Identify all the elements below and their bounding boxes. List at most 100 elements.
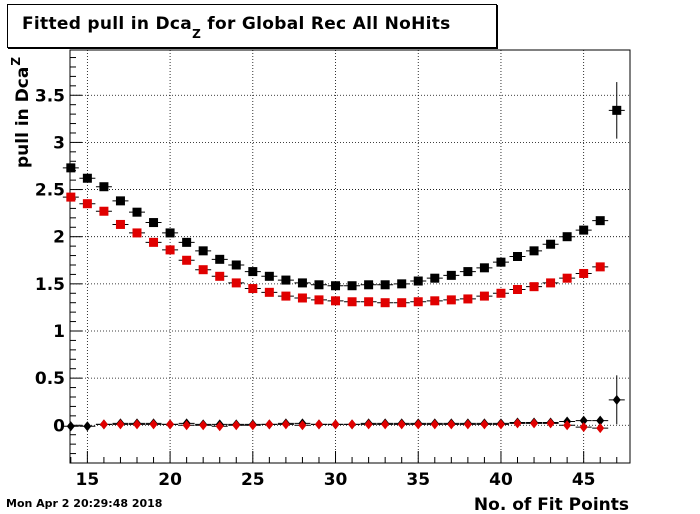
data-point [82,199,92,209]
data-point [446,295,456,305]
data-point [364,297,374,307]
data-point [82,173,92,183]
data-point [264,287,274,297]
data-point [182,237,192,247]
data-point [430,296,440,306]
data-point [364,280,374,290]
data-point [182,255,192,265]
data-point [314,280,324,290]
axis-ticks: 15 20 25 30 35 40 45 0 0.5 1 1.5 2 2.5 3 3.5 [35,57,618,490]
y-tick-label: 1.5 [35,275,65,295]
data-point [530,418,539,429]
data-point [529,282,539,292]
data-point [463,294,473,304]
x-tick-label: 35 [406,470,430,490]
data-point [480,419,489,430]
y-tick-label: 3 [53,133,65,153]
data-point [513,252,523,261]
data-point [397,419,406,430]
data-point [248,284,258,294]
grid-layer [70,50,630,463]
data-point [182,420,191,431]
data-point [331,419,340,430]
data-point [546,418,555,429]
data-point [463,419,472,430]
data-point [281,291,291,301]
data-point [612,105,622,115]
data-point [496,257,506,267]
y-tick-label: 2 [53,228,65,248]
data-point [496,419,505,430]
data-point [199,420,208,431]
data-point [133,419,142,430]
data-point [149,237,159,247]
data-point [166,419,175,430]
data-point [115,196,125,206]
data-point [397,298,407,308]
data-point [198,246,208,256]
series-1 [62,192,609,308]
data-point [430,419,439,430]
data-point [513,285,523,295]
data-point [215,254,225,264]
data-point [595,262,605,272]
data-point [66,192,76,202]
data-point [66,421,75,432]
data-point [612,394,621,405]
data-point [546,278,556,288]
data-point [116,419,125,430]
data-point [381,419,390,430]
data-point [447,419,456,430]
y-tick-label: 0 [53,416,65,436]
data-point [380,280,390,290]
data-point [563,420,572,431]
data-point [99,419,108,430]
title-subscript: Z [192,27,202,41]
data-point [99,206,109,216]
data-point [232,420,241,431]
x-tick-label: 20 [158,470,182,490]
data-point [596,423,605,434]
series-3 [95,418,609,434]
data-point [331,281,341,291]
title-box: Fitted pull in DcaZ for Global Rec All N… [7,4,497,48]
series-0 [62,82,625,291]
data-point [132,207,142,217]
y-tick-label: 1 [53,322,65,342]
y-axis-label-main: pull in Dca [13,67,33,168]
series-2 [62,375,625,432]
data-point [562,273,572,283]
data-point [264,271,274,281]
data-point [297,293,307,303]
data-point [248,267,258,277]
data-point [463,267,473,277]
data-point [546,239,556,249]
data-point [347,281,357,291]
data-point [397,279,407,289]
y-tick-label: 2.5 [35,181,65,201]
data-point [562,232,572,242]
data-point [281,419,290,430]
data-point [413,276,423,286]
data-point [479,263,489,273]
data-point [281,275,291,285]
data-point [99,182,109,192]
data-point [446,270,456,280]
series-layer [62,82,625,434]
data-point [513,418,522,429]
data-point [529,246,539,256]
data-point [364,419,373,430]
data-point [347,297,357,307]
x-tick-label: 40 [489,470,513,490]
data-point [66,163,76,173]
data-point [579,415,588,426]
chart-title: Fitted pull in DcaZ for Global Rec All N… [22,14,451,41]
data-point [165,245,175,255]
data-point [198,265,208,275]
data-point [579,268,589,278]
data-point [479,291,489,301]
data-point [231,278,241,288]
x-tick-label: 30 [324,470,348,490]
data-point [595,216,605,226]
data-point [331,296,341,306]
